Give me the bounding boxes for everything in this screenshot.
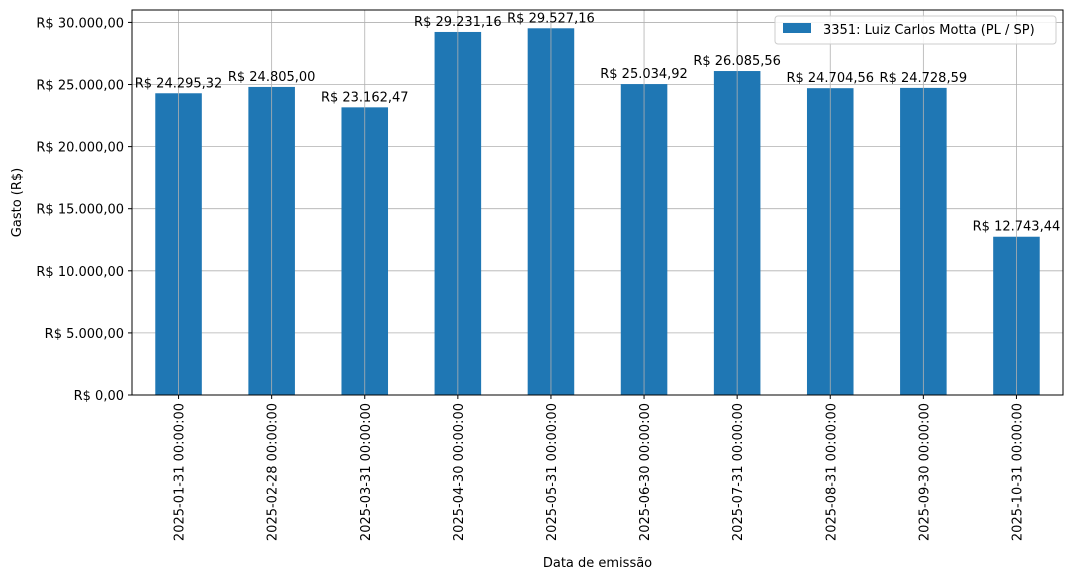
plot-frame [131,9,1064,396]
x-tick-label: 2025-10-31 00:00:00 [1010,403,1025,541]
y-tick-label: R$ 30.000,00 [36,16,124,31]
x-tick-label: 2025-07-31 00:00:00 [731,403,746,541]
data-label: R$ 24.728,59 [880,71,968,86]
x-tick-label: 2025-04-30 00:00:00 [452,403,467,541]
x-tick-label: 2025-01-31 00:00:00 [173,403,188,541]
x-grid-layer [178,10,1017,395]
y-tick-label: R$ 5.000,00 [45,327,124,342]
y-tick-label: R$ 10.000,00 [36,265,124,280]
legend-swatch [783,23,811,33]
data-label: R$ 24.295,32 [135,76,223,91]
legend-entry: 3351: Luiz Carlos Motta (PL / SP) [823,23,1035,38]
x-axis-label: Data de emissão [543,556,652,571]
y-tick-label: R$ 15.000,00 [36,203,124,218]
x-tick-label: 2025-02-28 00:00:00 [266,403,281,541]
x-tick-label: 2025-03-31 00:00:00 [359,403,374,541]
x-tick-label: 2025-05-31 00:00:00 [545,403,560,541]
y-tick-label: R$ 0,00 [74,389,124,404]
y-axis-label: Gasto (R$) [10,168,25,237]
data-label: R$ 29.527,16 [507,11,595,26]
legend: 3351: Luiz Carlos Motta (PL / SP) [774,15,1057,45]
x-tick-label: 2025-09-30 00:00:00 [917,403,932,541]
y-tick-label: R$ 25.000,00 [36,79,124,94]
data-label: R$ 24.805,00 [228,70,316,85]
y-ticks-layer: R$ 0,00 R$ 5.000,00 R$ 10.000,00 R$ 15.000,… [36,16,132,404]
data-label: R$ 12.743,44 [973,220,1061,235]
data-label: R$ 24.704,56 [786,71,874,86]
legend-box [774,15,1057,45]
data-label: R$ 29.231,16 [414,15,502,30]
x-tick-label: 2025-06-30 00:00:00 [638,403,653,541]
data-label: R$ 25.034,92 [600,67,688,82]
data-labels-layer: R$ 24.295,32 R$ 24.805,00 R$ 23.162,47 R$ 2… [135,11,1061,234]
data-label: R$ 23.162,47 [321,90,409,105]
x-ticks-layer: 2025-01-31 00:00:00 2025-02-28 00:00:00 20… [173,395,1025,541]
y-tick-label: R$ 20.000,00 [36,141,124,156]
x-tick-label: 2025-08-31 00:00:00 [824,403,839,541]
data-label: R$ 26.085,56 [693,54,781,69]
